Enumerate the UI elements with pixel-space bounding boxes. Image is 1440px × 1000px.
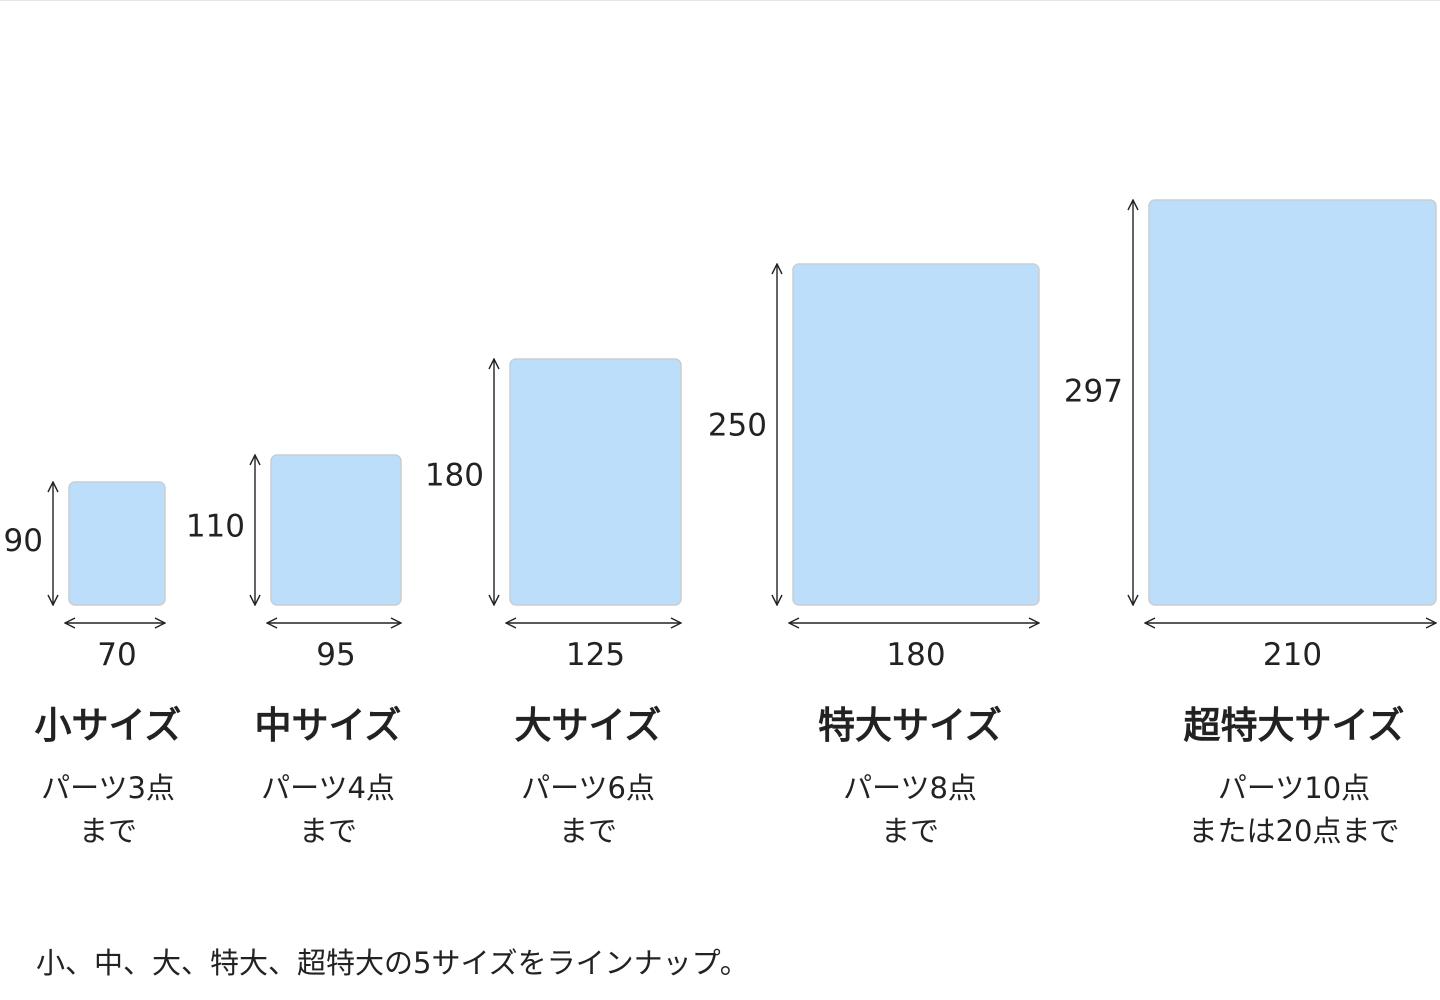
width-label: 125 xyxy=(566,637,625,673)
height-label: 110 xyxy=(186,509,245,545)
height-label: 180 xyxy=(425,458,484,494)
size-desc-line1: パーツ8点 xyxy=(843,771,977,805)
height-label: 297 xyxy=(1064,373,1123,409)
size-desc-line1: パーツ6点 xyxy=(521,771,655,805)
size-desc-line2: または20点まで xyxy=(1189,814,1400,848)
size-card xyxy=(1148,199,1437,606)
size-name: 超特大サイズ xyxy=(1184,704,1405,747)
height-label: 250 xyxy=(708,407,767,443)
size-name: 小サイズ xyxy=(35,704,182,747)
size-card xyxy=(68,481,166,606)
size-card xyxy=(792,263,1040,606)
width-label: 180 xyxy=(886,637,945,673)
width-label: 70 xyxy=(97,637,136,673)
size-name: 大サイズ xyxy=(515,704,662,747)
size-name: 特大サイズ xyxy=(818,704,1002,747)
lineup-footnote: 小、中、大、特大、超特大の5サイズをラインナップ。 xyxy=(36,946,749,980)
size-desc-line1: パーツ4点 xyxy=(261,771,395,805)
size-desc-line2: まで xyxy=(559,814,617,848)
size-desc-line2: まで xyxy=(299,814,357,848)
height-label: 90 xyxy=(4,523,43,559)
top-divider xyxy=(0,0,1440,1)
size-card xyxy=(270,454,402,606)
size-desc-line2: まで xyxy=(881,814,939,848)
size-desc-line1: パーツ10点 xyxy=(1218,771,1370,805)
size-name: 中サイズ xyxy=(255,704,402,747)
size-card xyxy=(509,358,682,606)
width-label: 95 xyxy=(316,637,355,673)
size-desc-line2: まで xyxy=(79,814,137,848)
size-desc-line1: パーツ3点 xyxy=(41,771,175,805)
width-label: 210 xyxy=(1263,637,1322,673)
